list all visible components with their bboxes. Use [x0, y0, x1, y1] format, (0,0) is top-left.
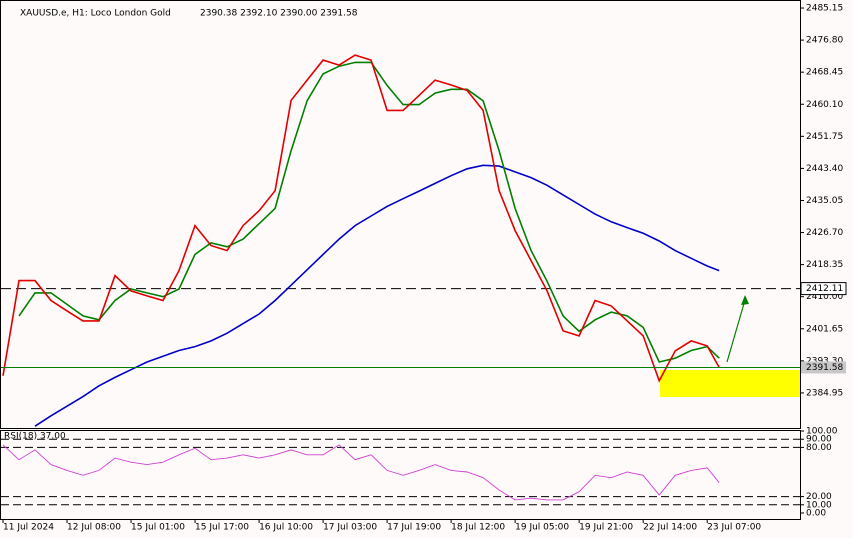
- rsi-frame: [0, 430, 801, 520]
- x-tick-label: 15 Jul 17:00: [195, 523, 249, 533]
- series-line: [2, 444, 720, 501]
- y-tick-label: 2401.65: [806, 324, 843, 334]
- y-tick-label: 20.00: [806, 492, 832, 502]
- x-tick-label: 12 Jul 08:00: [67, 523, 121, 533]
- chart-title: XAUUSD.e, H1: Loco London Gold: [20, 9, 171, 19]
- x-tick-label: 16 Jul 10:00: [259, 523, 313, 533]
- y-tick-label: 2418.35: [806, 260, 843, 270]
- x-tick-label: 11 Jul 2024: [3, 523, 54, 533]
- x-tick-label: 22 Jul 14:00: [643, 523, 697, 533]
- y-tick-label: 2426.70: [806, 228, 843, 238]
- zone-highlight: [660, 370, 800, 397]
- series-line: [34, 164, 720, 427]
- x-tick-label: 23 Jul 07:00: [707, 523, 761, 533]
- arrow-line: [726, 299, 746, 363]
- y-tick-label: 2393.30: [806, 356, 843, 366]
- quote: 2390.38 2392.10 2390.00 2391.58: [200, 9, 358, 19]
- y-tick-label: 2443.40: [806, 164, 843, 174]
- x-tick-label: 15 Jul 01:00: [131, 523, 185, 533]
- x-tick-label: 19 Jul 21:00: [579, 523, 633, 533]
- arrow-head: [741, 295, 749, 305]
- y-tick-label: 0.00: [806, 509, 826, 519]
- current-price-label: 2391.58: [806, 363, 843, 373]
- x-tick-label: 17 Jul 19:00: [387, 523, 441, 533]
- current-price-box: [801, 361, 846, 374]
- y-tick-label: 2451.75: [806, 132, 843, 142]
- y-tick-label: 2460.10: [806, 100, 843, 110]
- y-tick-label: 100.00: [806, 427, 838, 437]
- main-frame: [0, 0, 801, 429]
- plot-layer: 2485.15 2476.80 2468.45 2460.10 2451.75 2443.…: [1, 4, 847, 533]
- rsi-title: RSI(18) 37.00: [4, 432, 66, 442]
- level-label-box: [800, 282, 847, 296]
- y-tick-label: 2384.95: [806, 388, 843, 398]
- x-tick-label: 17 Jul 03:00: [323, 523, 377, 533]
- y-tick-label: 2435.05: [806, 196, 843, 206]
- y-tick-label: 2476.80: [806, 36, 843, 46]
- series-line: [2, 54, 720, 383]
- level-label: 2412.11: [806, 284, 843, 294]
- y-tick-label: 90.00: [806, 435, 832, 445]
- x-tick-label: 18 Jul 12:00: [451, 523, 505, 533]
- y-tick-label: 10.00: [806, 500, 832, 510]
- y-tick-label: 2410.00: [806, 292, 843, 302]
- y-tick-label: 2485.15: [806, 4, 843, 14]
- y-tick-label: 2468.45: [806, 68, 843, 78]
- x-tick-label: 19 Jul 05:00: [515, 523, 569, 533]
- y-tick-label: 80.00: [806, 443, 832, 453]
